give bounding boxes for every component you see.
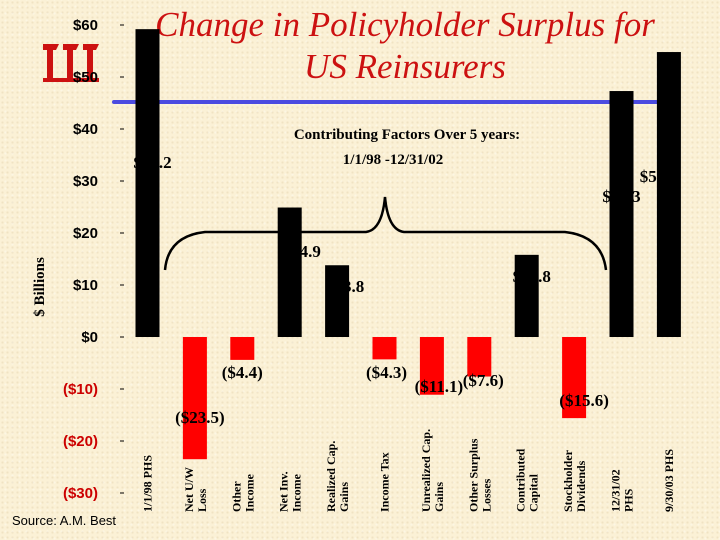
bar-7	[467, 337, 492, 377]
svg-text:Income Tax: Income Tax	[378, 452, 392, 512]
svg-text:Net Inv.Income: Net Inv.Income	[277, 471, 304, 512]
source-note: Source: A.M. Best	[12, 513, 117, 528]
y-tick-label: $40	[73, 121, 98, 138]
bar-6	[419, 337, 444, 395]
y-tick-label: $20	[73, 225, 98, 242]
y-tick-label: ($10)	[63, 381, 98, 398]
data-label-4: $13.8	[326, 277, 364, 296]
bar-10	[609, 91, 634, 337]
bar-1	[182, 337, 207, 460]
title-divider	[112, 100, 660, 104]
category-label-8: ContributedCapital	[514, 448, 541, 512]
y-axis-label: $ Billions	[32, 257, 48, 317]
data-label-8: $15.8	[513, 267, 551, 286]
bar-4	[325, 265, 350, 337]
bar-8	[514, 254, 539, 337]
category-label-11: 9/30/03 PHS	[662, 449, 676, 512]
category-label-4: Realized Cap.Gains	[324, 441, 351, 512]
category-label-10: 12/31/02PHS	[609, 469, 636, 512]
page-title: Change in Policyholder Surplus for US Re…	[100, 4, 710, 88]
y-tick-label: $0	[81, 329, 98, 346]
contributing-factors-brace	[163, 196, 608, 271]
category-label-5: Income Tax	[378, 452, 392, 512]
y-tick-label: $10	[73, 277, 98, 294]
y-tick-label: $50	[73, 69, 98, 86]
data-label-2: ($4.4)	[222, 363, 263, 382]
svg-text:StockholderDividends: StockholderDividends	[561, 449, 588, 512]
bar-11	[656, 52, 681, 337]
svg-text:Unrealized Cap.Gains: Unrealized Cap.Gains	[419, 429, 446, 512]
y-tick-label: ($20)	[63, 433, 98, 450]
y-tick-label: $60	[73, 17, 98, 34]
svg-text:1/1/98 PHS: 1/1/98 PHS	[141, 455, 155, 512]
svg-text:Other SurplusLosses: Other SurplusLosses	[466, 438, 493, 512]
data-label-9: ($15.6)	[559, 391, 609, 410]
category-label-6: Unrealized Cap.Gains	[419, 429, 446, 512]
svg-text:9/30/03 PHS: 9/30/03 PHS	[662, 449, 676, 512]
data-label-5: ($4.3)	[366, 363, 407, 382]
chart-subtitle: 1/1/98 -12/31/02	[343, 152, 443, 168]
data-label-0: $59.2	[133, 153, 171, 172]
data-label-1: ($23.5)	[175, 408, 225, 427]
svg-text:Net U/WLoss: Net U/WLoss	[182, 467, 209, 512]
data-label-3: $24.9	[283, 242, 321, 261]
y-tick-label: ($30)	[63, 485, 98, 502]
data-label-10: $47.3	[602, 187, 640, 206]
data-label-7: ($7.6)	[463, 371, 504, 390]
bar-5	[372, 337, 397, 360]
category-label-0: 1/1/98 PHS	[141, 455, 155, 512]
bar-9	[562, 337, 587, 419]
data-label-6: ($11.1)	[415, 377, 464, 396]
y-tick-label: $30	[73, 173, 98, 190]
category-label-7: Other SurplusLosses	[466, 438, 493, 512]
bar-0	[135, 29, 160, 337]
category-label-3: Net Inv.Income	[277, 471, 304, 512]
category-label-1: Net U/WLoss	[182, 467, 209, 512]
title-line-2: US Reinsurers	[304, 47, 506, 86]
category-label-9: StockholderDividends	[561, 449, 588, 512]
chart-title: Contributing Factors Over 5 years:	[294, 127, 520, 143]
iii-logo-icon	[43, 44, 99, 82]
svg-text:12/31/02PHS: 12/31/02PHS	[609, 469, 636, 512]
data-label-11: $54.8	[640, 167, 678, 186]
svg-text:Realized Cap.Gains: Realized Cap.Gains	[324, 441, 351, 512]
svg-text:ContributedCapital: ContributedCapital	[514, 448, 541, 512]
bar-2	[230, 337, 255, 360]
title-line-1: Change in Policyholder Surplus for	[155, 5, 655, 44]
category-label-2: OtherIncome	[229, 473, 256, 512]
svg-text:OtherIncome: OtherIncome	[229, 473, 256, 512]
bar-3	[277, 207, 302, 337]
